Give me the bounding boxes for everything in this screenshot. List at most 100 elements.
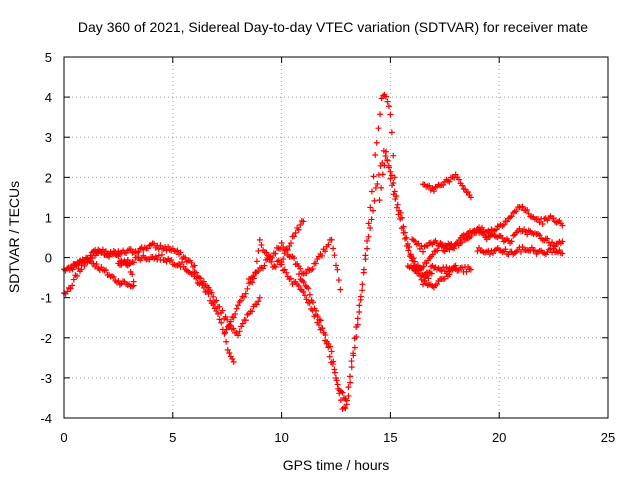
data-point <box>397 216 404 223</box>
data-point <box>550 245 557 252</box>
data-point <box>226 321 233 328</box>
data-point <box>337 397 344 404</box>
data-point <box>420 263 427 270</box>
data-point <box>330 358 337 365</box>
data-point <box>362 256 369 263</box>
data-point <box>508 213 515 220</box>
data-point <box>319 325 326 332</box>
data-point <box>306 291 313 298</box>
data-point <box>513 208 520 215</box>
data-point <box>230 314 237 321</box>
data-point <box>241 293 248 300</box>
data-point <box>292 229 299 236</box>
data-point <box>559 222 566 229</box>
data-point <box>348 364 355 371</box>
data-point <box>230 325 237 332</box>
data-point <box>420 248 427 255</box>
data-point <box>287 240 294 247</box>
y-tick-label: 5 <box>45 50 52 65</box>
data-point <box>256 294 263 301</box>
data-point <box>430 188 437 195</box>
data-point <box>441 275 448 282</box>
data-point <box>230 358 237 365</box>
data-point <box>90 249 97 256</box>
data-point <box>381 162 388 169</box>
data-point <box>280 244 287 251</box>
data-point <box>110 274 117 281</box>
data-point <box>394 201 401 208</box>
data-point <box>339 389 346 396</box>
data-point <box>278 261 285 268</box>
data-point <box>269 254 276 261</box>
y-tick-label: 1 <box>45 210 52 225</box>
data-point <box>193 269 200 276</box>
data-point <box>365 233 372 240</box>
data-point <box>400 229 407 236</box>
data-point <box>539 221 546 228</box>
data-point <box>255 247 262 254</box>
data-point <box>291 233 298 240</box>
data-point <box>335 277 342 284</box>
data-point <box>342 405 349 412</box>
data-point <box>536 232 543 239</box>
data-point <box>205 291 212 298</box>
data-point <box>360 266 367 273</box>
y-tick-label: 0 <box>45 251 52 266</box>
data-point <box>255 298 262 305</box>
data-point <box>398 225 405 232</box>
data-point <box>297 265 304 272</box>
data-point <box>242 317 249 324</box>
data-point <box>503 218 510 225</box>
data-point <box>69 282 76 289</box>
data-point <box>370 173 377 180</box>
data-point <box>253 301 260 308</box>
data-point <box>208 289 215 296</box>
data-point <box>129 271 136 278</box>
data-point <box>446 178 453 185</box>
data-point <box>174 247 181 254</box>
data-point <box>224 346 231 353</box>
data-point <box>296 271 303 278</box>
data-point <box>236 328 243 335</box>
data-point <box>226 350 233 357</box>
data-point <box>426 182 433 189</box>
y-axis-label: SDTVAR / TECUs <box>6 181 22 293</box>
x-tick-label: 0 <box>60 430 67 445</box>
data-point <box>440 181 447 188</box>
data-point <box>354 315 361 322</box>
data-point <box>403 234 410 241</box>
data-point <box>130 282 137 289</box>
data-point <box>330 245 337 252</box>
data-point <box>155 252 162 259</box>
data-point <box>378 184 385 191</box>
data-point <box>328 348 335 355</box>
data-point <box>502 246 509 253</box>
data-points <box>61 91 566 413</box>
data-point <box>325 241 332 248</box>
data-point <box>303 296 310 303</box>
data-point <box>278 239 285 246</box>
data-point <box>291 255 298 262</box>
data-point <box>235 302 242 309</box>
data-point <box>463 268 470 275</box>
data-point <box>368 188 375 195</box>
y-tick-label: 4 <box>45 90 52 105</box>
data-point <box>388 172 395 179</box>
data-point <box>403 243 410 250</box>
data-point <box>392 196 399 203</box>
data-point <box>359 281 366 288</box>
data-point <box>508 238 515 245</box>
data-point <box>239 320 246 327</box>
data-point <box>78 266 85 273</box>
data-point <box>468 232 475 239</box>
data-point <box>390 152 397 159</box>
data-point <box>64 288 71 295</box>
data-point <box>135 248 142 255</box>
data-point <box>351 344 358 351</box>
data-point <box>402 235 409 242</box>
data-point <box>337 286 344 293</box>
data-point <box>559 238 566 245</box>
data-point <box>300 218 307 225</box>
data-point <box>368 216 375 223</box>
